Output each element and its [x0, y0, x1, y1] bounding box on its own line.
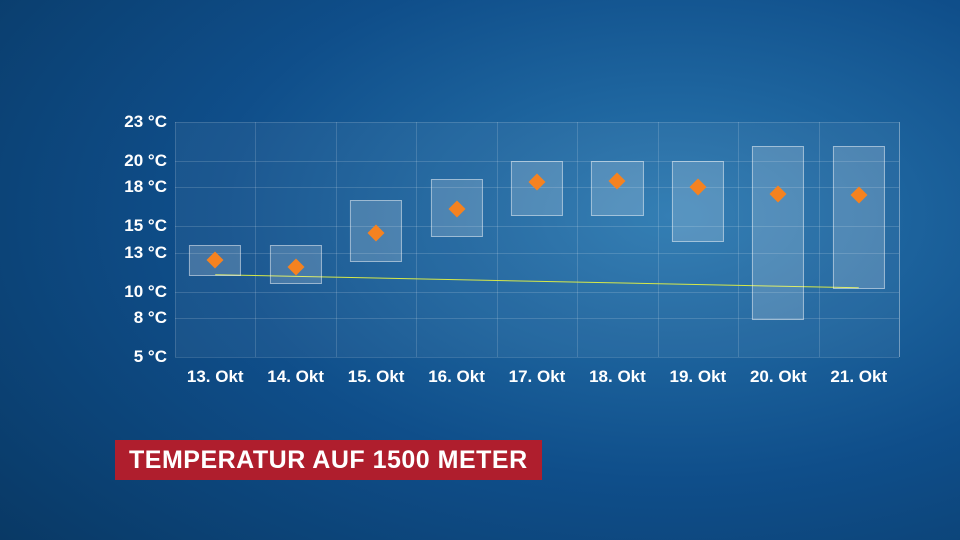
x-axis-label: 19. Okt	[670, 357, 727, 387]
x-axis-label: 18. Okt	[589, 357, 646, 387]
x-axis-label: 15. Okt	[348, 357, 405, 387]
y-axis-label: 5 °C	[134, 347, 175, 367]
chart-caption-text: TEMPERATUR AUF 1500 METER	[129, 446, 528, 474]
plot-area: 5 °C8 °C10 °C13 °C15 °C18 °C20 °C23 °C13…	[175, 122, 900, 357]
x-axis-label: 13. Okt	[187, 357, 244, 387]
y-axis-label: 18 °C	[124, 177, 175, 197]
x-axis-label: 16. Okt	[428, 357, 485, 387]
y-axis-label: 13 °C	[124, 243, 175, 263]
temperature-chart: 5 °C8 °C10 °C13 °C15 °C18 °C20 °C23 °C13…	[115, 122, 900, 392]
y-axis-label: 20 °C	[124, 151, 175, 171]
y-axis-label: 15 °C	[124, 216, 175, 236]
x-axis-label: 21. Okt	[830, 357, 887, 387]
x-axis-label: 20. Okt	[750, 357, 807, 387]
range-box	[752, 146, 804, 321]
chart-caption: TEMPERATUR AUF 1500 METER	[115, 440, 542, 480]
range-box	[833, 146, 885, 290]
y-axis-label: 10 °C	[124, 282, 175, 302]
y-axis-label: 23 °C	[124, 112, 175, 132]
gridline-v	[899, 122, 900, 357]
x-axis-label: 14. Okt	[267, 357, 324, 387]
y-axis-label: 8 °C	[134, 308, 175, 328]
x-axis-label: 17. Okt	[509, 357, 566, 387]
range-box	[672, 161, 724, 242]
